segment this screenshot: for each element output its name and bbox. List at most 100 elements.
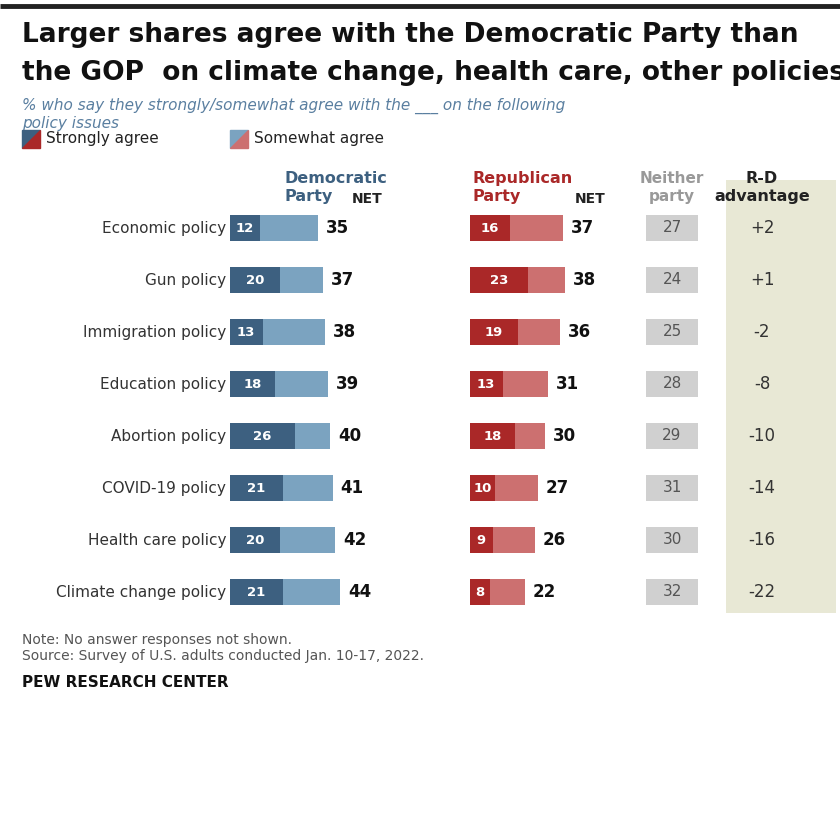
- Text: -10: -10: [748, 427, 775, 445]
- Text: Party: Party: [472, 189, 520, 204]
- Bar: [470, 371, 502, 397]
- Text: % who say they strongly/somewhat agree with the ___ on the following: % who say they strongly/somewhat agree w…: [22, 98, 565, 114]
- Text: Somewhat agree: Somewhat agree: [254, 131, 384, 146]
- Text: Immigration policy: Immigration policy: [83, 324, 226, 339]
- Bar: [230, 267, 280, 293]
- Polygon shape: [230, 130, 248, 148]
- Text: 30: 30: [662, 532, 682, 547]
- Bar: [470, 319, 517, 345]
- Bar: [646, 423, 698, 449]
- Bar: [230, 319, 325, 345]
- Bar: [646, 319, 698, 345]
- Text: 18: 18: [244, 378, 262, 390]
- Bar: [470, 475, 538, 501]
- Text: Larger shares agree with the Democratic Party than: Larger shares agree with the Democratic …: [22, 22, 799, 48]
- Text: R-D: R-D: [746, 171, 778, 186]
- Text: 36: 36: [568, 323, 591, 341]
- Text: Health care policy: Health care policy: [87, 532, 226, 547]
- Bar: [470, 527, 535, 553]
- Bar: [230, 527, 280, 553]
- Bar: [230, 215, 260, 241]
- Bar: [230, 579, 340, 605]
- Bar: [470, 423, 545, 449]
- Text: 21: 21: [247, 586, 265, 598]
- Text: 29: 29: [662, 428, 682, 443]
- Text: Economic policy: Economic policy: [102, 220, 226, 235]
- Text: Republican: Republican: [472, 171, 572, 186]
- Text: PEW RESEARCH CENTER: PEW RESEARCH CENTER: [22, 675, 228, 690]
- Bar: [230, 267, 323, 293]
- Text: 9: 9: [476, 533, 486, 547]
- Text: party: party: [649, 189, 695, 204]
- Text: 37: 37: [330, 271, 354, 289]
- Text: -14: -14: [748, 479, 775, 497]
- Text: 13: 13: [237, 325, 255, 339]
- Text: -22: -22: [748, 583, 775, 601]
- Text: 42: 42: [343, 531, 366, 549]
- Text: Climate change policy: Climate change policy: [56, 585, 226, 600]
- Bar: [646, 475, 698, 501]
- Bar: [646, 215, 698, 241]
- Bar: [230, 423, 295, 449]
- Text: 27: 27: [663, 220, 681, 235]
- Bar: [470, 371, 548, 397]
- Text: 8: 8: [475, 586, 485, 598]
- Text: advantage: advantage: [714, 189, 810, 204]
- Text: 27: 27: [545, 479, 569, 497]
- Text: 26: 26: [254, 429, 271, 443]
- Text: 16: 16: [480, 221, 499, 235]
- Text: +1: +1: [750, 271, 774, 289]
- Text: Education policy: Education policy: [100, 377, 226, 392]
- Bar: [230, 423, 330, 449]
- Text: 38: 38: [573, 271, 596, 289]
- Text: 44: 44: [348, 583, 371, 601]
- Text: +2: +2: [750, 219, 774, 237]
- Text: 23: 23: [490, 274, 508, 286]
- Text: Gun policy: Gun policy: [144, 273, 226, 288]
- Bar: [470, 267, 565, 293]
- Text: Source: Survey of U.S. adults conducted Jan. 10-17, 2022.: Source: Survey of U.S. adults conducted …: [22, 649, 424, 663]
- Bar: [230, 371, 328, 397]
- Bar: [470, 475, 495, 501]
- Text: 20: 20: [246, 533, 265, 547]
- Text: 35: 35: [326, 219, 349, 237]
- Bar: [470, 319, 560, 345]
- Text: 31: 31: [662, 481, 682, 496]
- Bar: [646, 527, 698, 553]
- Text: 19: 19: [485, 325, 503, 339]
- Bar: [230, 475, 282, 501]
- Text: -16: -16: [748, 531, 775, 549]
- Text: 18: 18: [483, 429, 501, 443]
- Bar: [470, 267, 528, 293]
- Bar: [470, 579, 490, 605]
- Text: Party: Party: [285, 189, 333, 204]
- Text: 31: 31: [555, 375, 579, 393]
- Bar: [230, 215, 318, 241]
- Text: 26: 26: [543, 531, 566, 549]
- Text: 21: 21: [247, 482, 265, 494]
- Bar: [646, 371, 698, 397]
- Text: NET: NET: [352, 192, 383, 206]
- Text: 20: 20: [246, 274, 265, 286]
- Bar: [230, 475, 333, 501]
- Text: 22: 22: [533, 583, 556, 601]
- Polygon shape: [22, 130, 40, 148]
- Text: 30: 30: [553, 427, 576, 445]
- Text: NET: NET: [575, 192, 606, 206]
- Text: 10: 10: [473, 482, 491, 494]
- Text: -8: -8: [753, 375, 770, 393]
- Bar: [470, 579, 525, 605]
- Text: 32: 32: [662, 585, 682, 600]
- Bar: [470, 423, 515, 449]
- Bar: [230, 579, 282, 605]
- Bar: [470, 527, 492, 553]
- Bar: [726, 180, 836, 613]
- Polygon shape: [22, 130, 40, 148]
- Text: -2: -2: [753, 323, 770, 341]
- Bar: [470, 215, 563, 241]
- Text: COVID-19 policy: COVID-19 policy: [102, 481, 226, 496]
- Text: 12: 12: [236, 221, 255, 235]
- Text: policy issues: policy issues: [22, 116, 119, 131]
- Text: 41: 41: [340, 479, 364, 497]
- Polygon shape: [230, 130, 248, 148]
